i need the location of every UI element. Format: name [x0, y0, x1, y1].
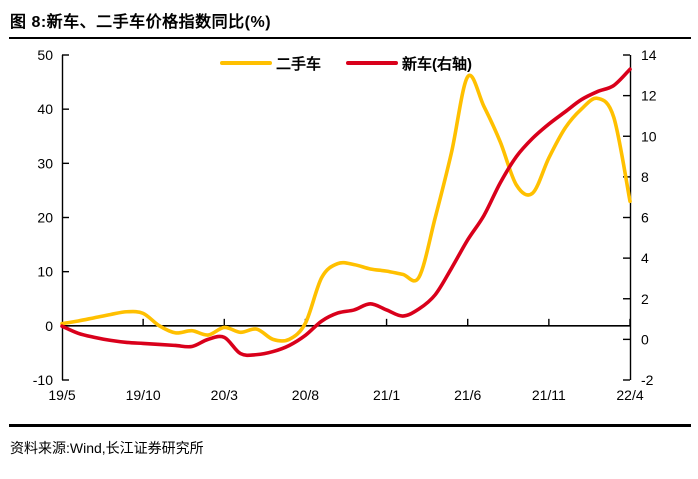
- left-axis-label: 0: [45, 318, 53, 334]
- x-axis-label: 20/3: [211, 387, 238, 403]
- left-axis-label: 30: [37, 155, 53, 171]
- right-axis-label: 12: [641, 88, 657, 104]
- legend-label-new-car: 新车(右轴): [402, 55, 472, 73]
- legend-label-used-car: 二手车: [275, 55, 321, 73]
- x-axis-label: 22/4: [616, 387, 643, 403]
- right-axis-label: 6: [641, 210, 649, 226]
- footer-divider: [9, 424, 691, 427]
- source-note: 资料来源:Wind,长江证券研究所: [10, 440, 204, 456]
- left-axis-label: 20: [37, 210, 53, 226]
- x-axis-label: 21/11: [532, 387, 566, 403]
- left-axis-label: 10: [37, 264, 53, 280]
- right-axis-label: -2: [641, 372, 654, 388]
- used-car-line-swatch: [219, 61, 272, 65]
- right-axis-label: 14: [641, 47, 657, 63]
- x-axis-label: 21/1: [373, 387, 400, 403]
- x-axis-label: 19/5: [48, 387, 75, 403]
- title-divider: [9, 37, 691, 39]
- figure-title: 图 8:新车、二手车价格指数同比(%): [10, 14, 272, 31]
- new-car-line-swatch: [346, 61, 398, 65]
- left-axis-label: 40: [37, 101, 53, 117]
- chart-legend: 二手车 新车(右轴): [62, 53, 630, 73]
- legend-item-new-car: 新车(右轴): [346, 53, 472, 74]
- right-axis-label: 0: [641, 331, 649, 347]
- right-axis-label: 8: [641, 169, 649, 185]
- x-axis-label: 20/8: [292, 387, 319, 403]
- right-axis-label: 10: [641, 128, 657, 144]
- used-car-series-line: [60, 73, 632, 343]
- new-car-series-line: [60, 67, 632, 358]
- x-axis-label: 21/6: [454, 387, 481, 403]
- right-axis-label: 4: [641, 250, 649, 266]
- left-axis-label: 50: [37, 47, 53, 63]
- x-axis-label: 19/10: [126, 387, 161, 403]
- left-axis-label: -10: [33, 372, 53, 388]
- right-axis-label: 2: [641, 291, 649, 307]
- legend-item-used-car: 二手车: [219, 53, 321, 74]
